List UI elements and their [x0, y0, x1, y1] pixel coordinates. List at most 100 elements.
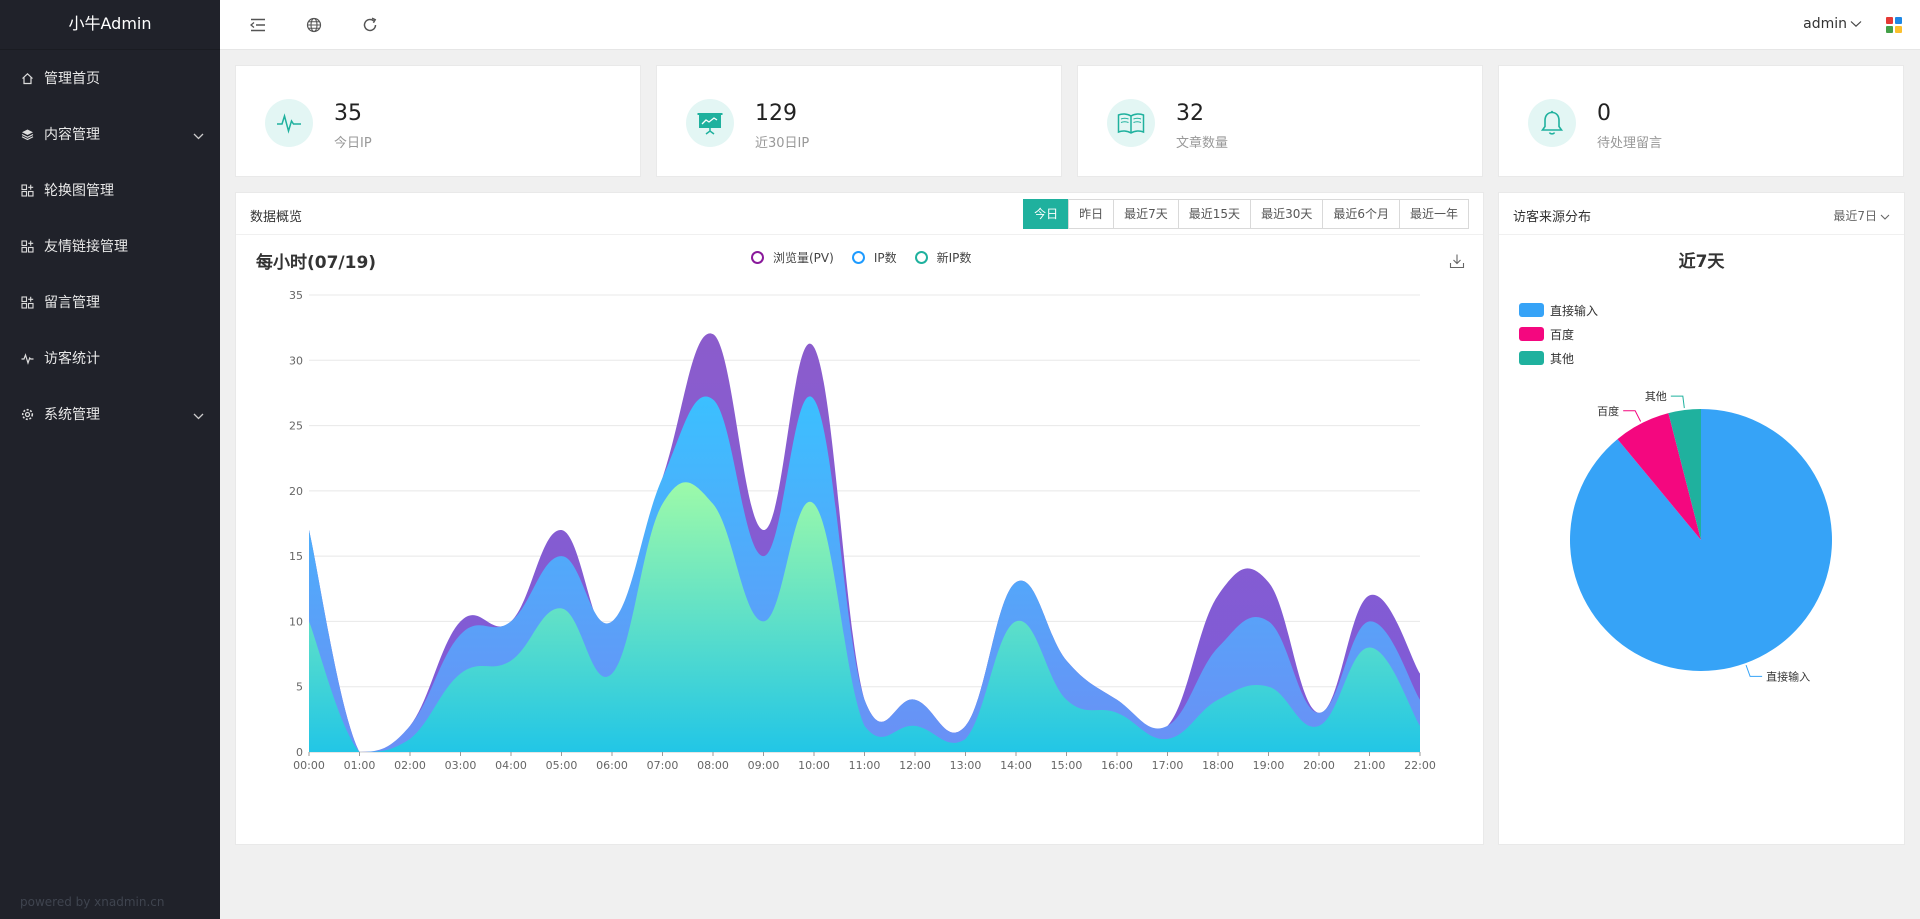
pie-leader-line: [1745, 664, 1763, 677]
range-tab[interactable]: 最近一年: [1398, 199, 1469, 229]
chart-title: 每小时(07/19): [256, 253, 377, 273]
apps-icon: [20, 239, 34, 253]
stat-label: 今日IP: [334, 136, 372, 151]
legend-label: 新IP数: [936, 251, 972, 265]
grid-tile: [1895, 17, 1902, 24]
series-area[interactable]: [309, 482, 1420, 752]
y-tick-label: 5: [296, 681, 303, 694]
sidebar-item-messages[interactable]: 留言管理: [0, 274, 220, 330]
stat-value: 129: [755, 101, 797, 126]
pie-legend-item[interactable]: 百度: [1519, 322, 1598, 346]
sidebar-item-label: 访客统计: [44, 351, 100, 367]
sidebar-item-content[interactable]: 内容管理: [0, 106, 220, 162]
legend-marker: [851, 251, 865, 264]
download-icon[interactable]: [1449, 253, 1465, 273]
legend-label: 百度: [1550, 327, 1575, 342]
chevron-down-icon: [193, 128, 204, 144]
pie-slice[interactable]: [1668, 409, 1701, 540]
range-tab[interactable]: 最近15天: [1177, 199, 1252, 229]
sidebar-item-home[interactable]: 管理首页: [0, 50, 220, 106]
stat-label: 待处理留言: [1597, 136, 1663, 151]
y-tick-label: 35: [289, 289, 303, 302]
y-tick-label: 30: [289, 354, 303, 367]
legend-swatch: [1519, 351, 1544, 365]
x-tick-label: 22:00: [1404, 759, 1436, 772]
x-tick-label: 15:00: [1051, 759, 1083, 772]
visitor-source-panel: 访客来源分布 最近7日 近7天 直接输入 百度 其他 直接输入 百度 其他: [1498, 192, 1905, 845]
y-tick-label: 15: [289, 550, 303, 563]
legend-label: 直接输入: [1550, 303, 1599, 318]
y-tick-label: 25: [289, 420, 303, 433]
pulse-icon: [265, 99, 313, 147]
globe-icon[interactable]: [304, 15, 324, 35]
pie-slice-label: 其他: [1645, 390, 1667, 403]
range-tab[interactable]: 最近6个月: [1322, 199, 1400, 229]
sidebar-item-visitors[interactable]: 访客统计: [0, 330, 220, 386]
x-tick-label: 10:00: [798, 759, 830, 772]
area-chart: 0 5 10 15 20 25 30 35 00:00 01:00 02:00 03:00 04:00 0…: [289, 289, 1436, 772]
panel-title: 访客来源分布: [1513, 210, 1592, 225]
sidebar-item-label: 管理首页: [44, 71, 100, 87]
presentation-icon: [686, 99, 734, 147]
x-tick-label: 02:00: [394, 759, 426, 772]
panel-header: 访客来源分布 最近7日: [1499, 193, 1904, 235]
powered-by-text[interactable]: powered by xnadmin.cn: [20, 895, 165, 909]
app-logo[interactable]: 小牛Admin: [0, 0, 220, 50]
legend-label: 浏览量(PV): [773, 251, 834, 265]
stat-value: 0: [1597, 101, 1611, 126]
stat-value: 35: [334, 101, 362, 126]
x-tick-label: 13:00: [950, 759, 982, 772]
panel-title: 数据概览: [250, 210, 303, 225]
sidebar-menu: 管理首页 内容管理 轮换图管理 友情: [0, 50, 220, 442]
sidebar-item-carousel[interactable]: 轮换图管理: [0, 162, 220, 218]
stat-card-articles: 32 文章数量: [1077, 65, 1483, 177]
pulse-icon: [20, 351, 34, 365]
bell-icon: [1528, 99, 1576, 147]
range-tab[interactable]: 今日: [1023, 199, 1070, 229]
legend-item[interactable]: 浏览量(PV): [751, 249, 834, 266]
x-tick-label: 19:00: [1253, 759, 1285, 772]
legend-item[interactable]: IP数: [851, 249, 897, 266]
range-tab[interactable]: 昨日: [1068, 199, 1115, 229]
sidebar: 小牛Admin 管理首页 内容管理 轮换: [0, 0, 220, 919]
panel-header: 数据概览 今日 昨日 最近7天 最近15天 最近30天 最近6个月 最近一年: [236, 193, 1483, 235]
stat-label: 近30日IP: [755, 136, 810, 151]
grid-tile: [1895, 26, 1902, 33]
sidebar-item-system[interactable]: 系统管理: [0, 386, 220, 442]
pie-slice[interactable]: [1617, 413, 1701, 540]
x-tick-label: 00:00: [293, 759, 325, 772]
range-tabs: 今日 昨日 最近7天 最近15天 最近30天 最近6个月 最近一年: [1023, 199, 1469, 229]
legend-label: IP数: [873, 251, 897, 265]
legend-item[interactable]: 新IP数: [914, 249, 972, 266]
pie-legend-item[interactable]: 直接输入: [1519, 298, 1598, 322]
range-tab[interactable]: 最近7天: [1113, 199, 1179, 229]
range-tab[interactable]: 最近30天: [1250, 199, 1324, 229]
stat-card-today-ip: 35 今日IP: [235, 65, 641, 177]
apps-icon: [20, 183, 34, 197]
refresh-icon[interactable]: [360, 15, 380, 35]
gear-icon: [20, 407, 34, 421]
user-menu[interactable]: admin: [1803, 16, 1862, 32]
x-tick-label: 12:00: [899, 759, 931, 772]
pie-legend-item[interactable]: 其他: [1519, 346, 1598, 370]
sidebar-item-label: 友情链接管理: [44, 239, 128, 255]
x-tick-label: 08:00: [697, 759, 729, 772]
x-tick-label: 01:00: [344, 759, 376, 772]
x-tick-label: 17:00: [1152, 759, 1184, 772]
x-tick-label: 21:00: [1354, 759, 1386, 772]
menu-shrink-icon[interactable]: [248, 15, 268, 35]
app-grid-icon[interactable]: [1886, 17, 1902, 33]
sidebar-item-label: 系统管理: [44, 407, 100, 423]
pie-title: 近7天: [1678, 252, 1725, 272]
x-tick-label: 14:00: [1000, 759, 1032, 772]
x-tick-label: 04:00: [495, 759, 527, 772]
stat-card-30day-ip: 129 近30日IP: [656, 65, 1062, 177]
sidebar-item-links[interactable]: 友情链接管理: [0, 218, 220, 274]
chevron-down-icon: [1847, 16, 1862, 32]
pie-chart: 直接输入 百度 其他: [1570, 390, 1832, 683]
book-icon: [1107, 99, 1155, 147]
range-dropdown[interactable]: 最近7日: [1833, 207, 1890, 224]
top-header: admin: [220, 0, 1920, 50]
pie-leader-line: [1623, 410, 1642, 422]
